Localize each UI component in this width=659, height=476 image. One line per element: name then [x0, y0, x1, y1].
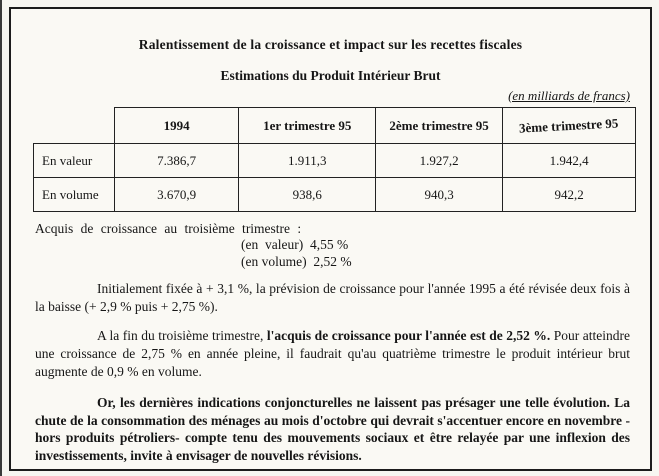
paragraph-2-text-a: A la fin du troisième trimestre,: [97, 328, 267, 344]
paragraph-1-text: Initialement fixée à + 3,1 %, la prévisi…: [35, 280, 630, 314]
row-label-en-valeur: En valeur: [33, 143, 115, 178]
cell-valeur-t1: 1.911,3: [238, 143, 377, 178]
acquis-valeur: (en valeur) 4,55 %: [241, 237, 349, 252]
unit-note: (en milliards de francs): [508, 88, 630, 103]
paragraph-2-text-b: Pour atteindre une croissance de 2,75 % …: [35, 328, 630, 379]
acquis-intro: Acquis de croissance au troisième trimes…: [35, 221, 302, 236]
cell-volume-t3: 942,2: [502, 177, 636, 212]
document-subtitle: Estimations du Produit Intérieur Brut: [220, 68, 441, 83]
table-header-trimestre2-95: 2ème trimestre 95: [375, 107, 504, 144]
paragraph-2-text-bold: l'acquis de croissance pour l'année est …: [266, 328, 551, 344]
cell-volume-1994: 3.670,9: [113, 177, 240, 212]
paragraph-3-text: Or, les dernières indications conjonctur…: [35, 394, 630, 464]
gdp-table: 1994 1er trimestre 95 2ème trimestre 95 …: [33, 107, 636, 212]
table-header-trimestre3-95-label: 3ème trimestre 95: [519, 114, 620, 136]
table-row-en-volume: En volume 3.670,9 938,6 940,3 942,2: [33, 177, 636, 212]
cell-volume-t1: 938,6: [238, 177, 377, 212]
cell-valeur-t3: 1.942,4: [502, 143, 636, 178]
cell-valeur-t2: 1.927,2: [375, 143, 504, 178]
table-header-trimestre1-95: 1er trimestre 95: [238, 107, 377, 144]
acquis-volume: (en volume) 2,52 %: [241, 253, 352, 269]
paragraph-1: Initialement fixée à + 3,1 %, la prévisi…: [35, 280, 630, 316]
table-header-trimestre3-95: 3ème trimestre 95: [502, 107, 636, 144]
table-header-row: 1994 1er trimestre 95 2ème trimestre 95 …: [34, 107, 636, 144]
cell-volume-t2: 940,3: [375, 177, 504, 212]
acquis-block: Acquis de croissance au troisième trimes…: [35, 221, 636, 271]
document-title: Ralentissement de la croissance et impac…: [138, 37, 523, 52]
document-frame: Ralentissement de la croissance et impac…: [9, 7, 652, 471]
paragraph-2: A la fin du troisième trimestre, l'acqui…: [35, 327, 630, 380]
cell-valeur-1994: 7.386,7: [113, 143, 240, 178]
table-corner-blank: [34, 108, 115, 144]
table-row-en-valeur: En valeur 7.386,7 1.911,3 1.927,2 1.942,…: [33, 143, 636, 178]
paragraph-3: Or, les dernières indications conjonctur…: [35, 394, 630, 465]
table-header-1994: 1994: [113, 107, 240, 144]
row-label-en-volume: En volume: [33, 177, 115, 212]
